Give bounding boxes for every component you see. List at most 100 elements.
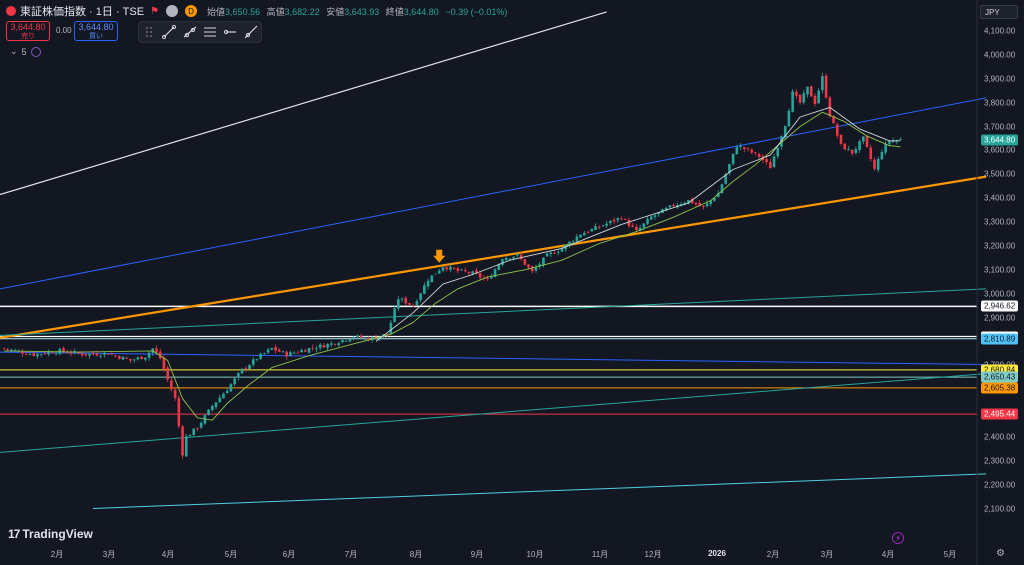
market-status-icon[interactable] bbox=[166, 5, 179, 17]
sell-button[interactable]: 3,644.80 売り bbox=[6, 21, 50, 41]
candle-body bbox=[772, 156, 776, 168]
candle-body bbox=[668, 205, 672, 208]
candle-body bbox=[170, 380, 173, 390]
candle-body bbox=[39, 354, 43, 355]
buy-button[interactable]: 3,644.80 買い bbox=[74, 21, 118, 41]
candle-body bbox=[653, 215, 657, 217]
open-label: 始値 bbox=[207, 6, 226, 17]
tradingview-watermark: 17 TradingView bbox=[8, 527, 93, 541]
candle-body bbox=[330, 343, 333, 345]
candle-body bbox=[419, 293, 422, 301]
flag-icon[interactable]: ⚑ bbox=[150, 5, 160, 17]
candle-body bbox=[289, 352, 292, 357]
candle-body bbox=[69, 352, 73, 354]
trend-line bbox=[0, 175, 987, 339]
price-level-label: 2,650.43 bbox=[981, 371, 1019, 383]
candle-body bbox=[426, 280, 430, 287]
candle-body bbox=[798, 94, 802, 103]
price-level-label: 2,810.89 bbox=[981, 333, 1019, 345]
candle-body bbox=[527, 264, 530, 268]
down-arrow-marker bbox=[433, 249, 446, 263]
candle-body bbox=[240, 368, 244, 374]
price-level-label: 2,680.84 bbox=[981, 364, 1019, 376]
gear-icon[interactable]: ⚙ bbox=[996, 548, 1005, 559]
candle-body bbox=[858, 141, 861, 150]
candle-body bbox=[147, 352, 151, 358]
candle-body bbox=[899, 139, 902, 141]
currency-select[interactable]: JPY bbox=[980, 5, 1018, 19]
candle-body bbox=[556, 251, 560, 253]
candle-body bbox=[129, 358, 132, 361]
candle-body bbox=[806, 86, 809, 95]
candle-body bbox=[389, 322, 393, 334]
candle-body bbox=[352, 337, 355, 339]
candle-body bbox=[173, 389, 177, 399]
candle-body bbox=[218, 397, 222, 403]
candle-body bbox=[724, 174, 727, 184]
candle-body bbox=[850, 149, 854, 154]
candle-body bbox=[263, 353, 266, 354]
data-type-pill[interactable]: D bbox=[185, 5, 198, 17]
candle-body bbox=[888, 141, 891, 144]
candle-body bbox=[471, 271, 475, 275]
extended-line-icon[interactable] bbox=[242, 25, 260, 39]
candle-body bbox=[705, 203, 709, 207]
candle-body bbox=[746, 148, 750, 150]
horizontal-ray-icon[interactable] bbox=[221, 25, 239, 39]
candle-body bbox=[32, 352, 36, 356]
price-tick-label: 3,600.00 bbox=[984, 145, 1016, 155]
candle-body bbox=[222, 393, 225, 399]
candle-body bbox=[828, 97, 832, 117]
close-label: 終値 bbox=[385, 6, 404, 17]
trend-line-icon[interactable] bbox=[160, 25, 178, 39]
candle-body bbox=[616, 218, 620, 221]
candle-body bbox=[441, 267, 445, 271]
flash-icon[interactable]: ⚡ bbox=[892, 532, 904, 544]
candle-body bbox=[891, 140, 895, 143]
candle-body bbox=[337, 343, 341, 346]
candle-body bbox=[181, 426, 184, 456]
low-value: 3,643.93 bbox=[344, 6, 380, 17]
candle-body bbox=[519, 254, 523, 260]
candle-body bbox=[21, 351, 24, 354]
change-value: −0.39 (−0.01%) bbox=[445, 6, 508, 17]
candle-body bbox=[597, 227, 601, 228]
candle-body bbox=[802, 93, 806, 103]
candle-body bbox=[649, 216, 653, 220]
candle-body bbox=[609, 220, 612, 224]
candle-body bbox=[125, 357, 129, 359]
time-tick-label: 5月 bbox=[224, 550, 238, 559]
candle-body bbox=[493, 269, 497, 277]
indicator-toggle[interactable]: ⌄ 5 bbox=[10, 46, 41, 57]
time-tick-label: 6月 bbox=[282, 550, 296, 559]
candle-body bbox=[835, 124, 839, 136]
candle-body bbox=[463, 270, 467, 272]
candle-body bbox=[713, 198, 716, 201]
candle-body bbox=[393, 308, 396, 322]
time-tick-label: 7月 bbox=[344, 550, 358, 559]
candle-body bbox=[106, 353, 110, 355]
candle-body bbox=[809, 86, 813, 97]
candle-body bbox=[757, 153, 761, 157]
time-tick-label: 9月 bbox=[470, 550, 484, 559]
candle-body bbox=[709, 200, 713, 204]
candle-body bbox=[378, 336, 382, 340]
candle-body bbox=[285, 351, 289, 357]
drawing-lines bbox=[0, 11, 987, 509]
candle-body bbox=[65, 352, 69, 354]
ray-line-icon[interactable] bbox=[181, 25, 199, 39]
candle-body bbox=[449, 266, 452, 270]
symbol-title[interactable]: 東証株価指数 · 1日 · TSE bbox=[20, 6, 145, 18]
buy-label: 買い bbox=[89, 33, 103, 40]
candle-body bbox=[363, 337, 367, 339]
candle-body bbox=[237, 373, 240, 378]
price-level-label: 2,946.62 bbox=[981, 300, 1019, 312]
candle-body bbox=[348, 339, 352, 342]
indicator-icon bbox=[30, 46, 41, 57]
candle-body bbox=[315, 348, 318, 350]
candle-body bbox=[415, 301, 419, 305]
parallel-channel-icon[interactable] bbox=[201, 25, 219, 39]
drag-handle-icon[interactable] bbox=[140, 25, 158, 39]
trend-line bbox=[0, 11, 607, 196]
